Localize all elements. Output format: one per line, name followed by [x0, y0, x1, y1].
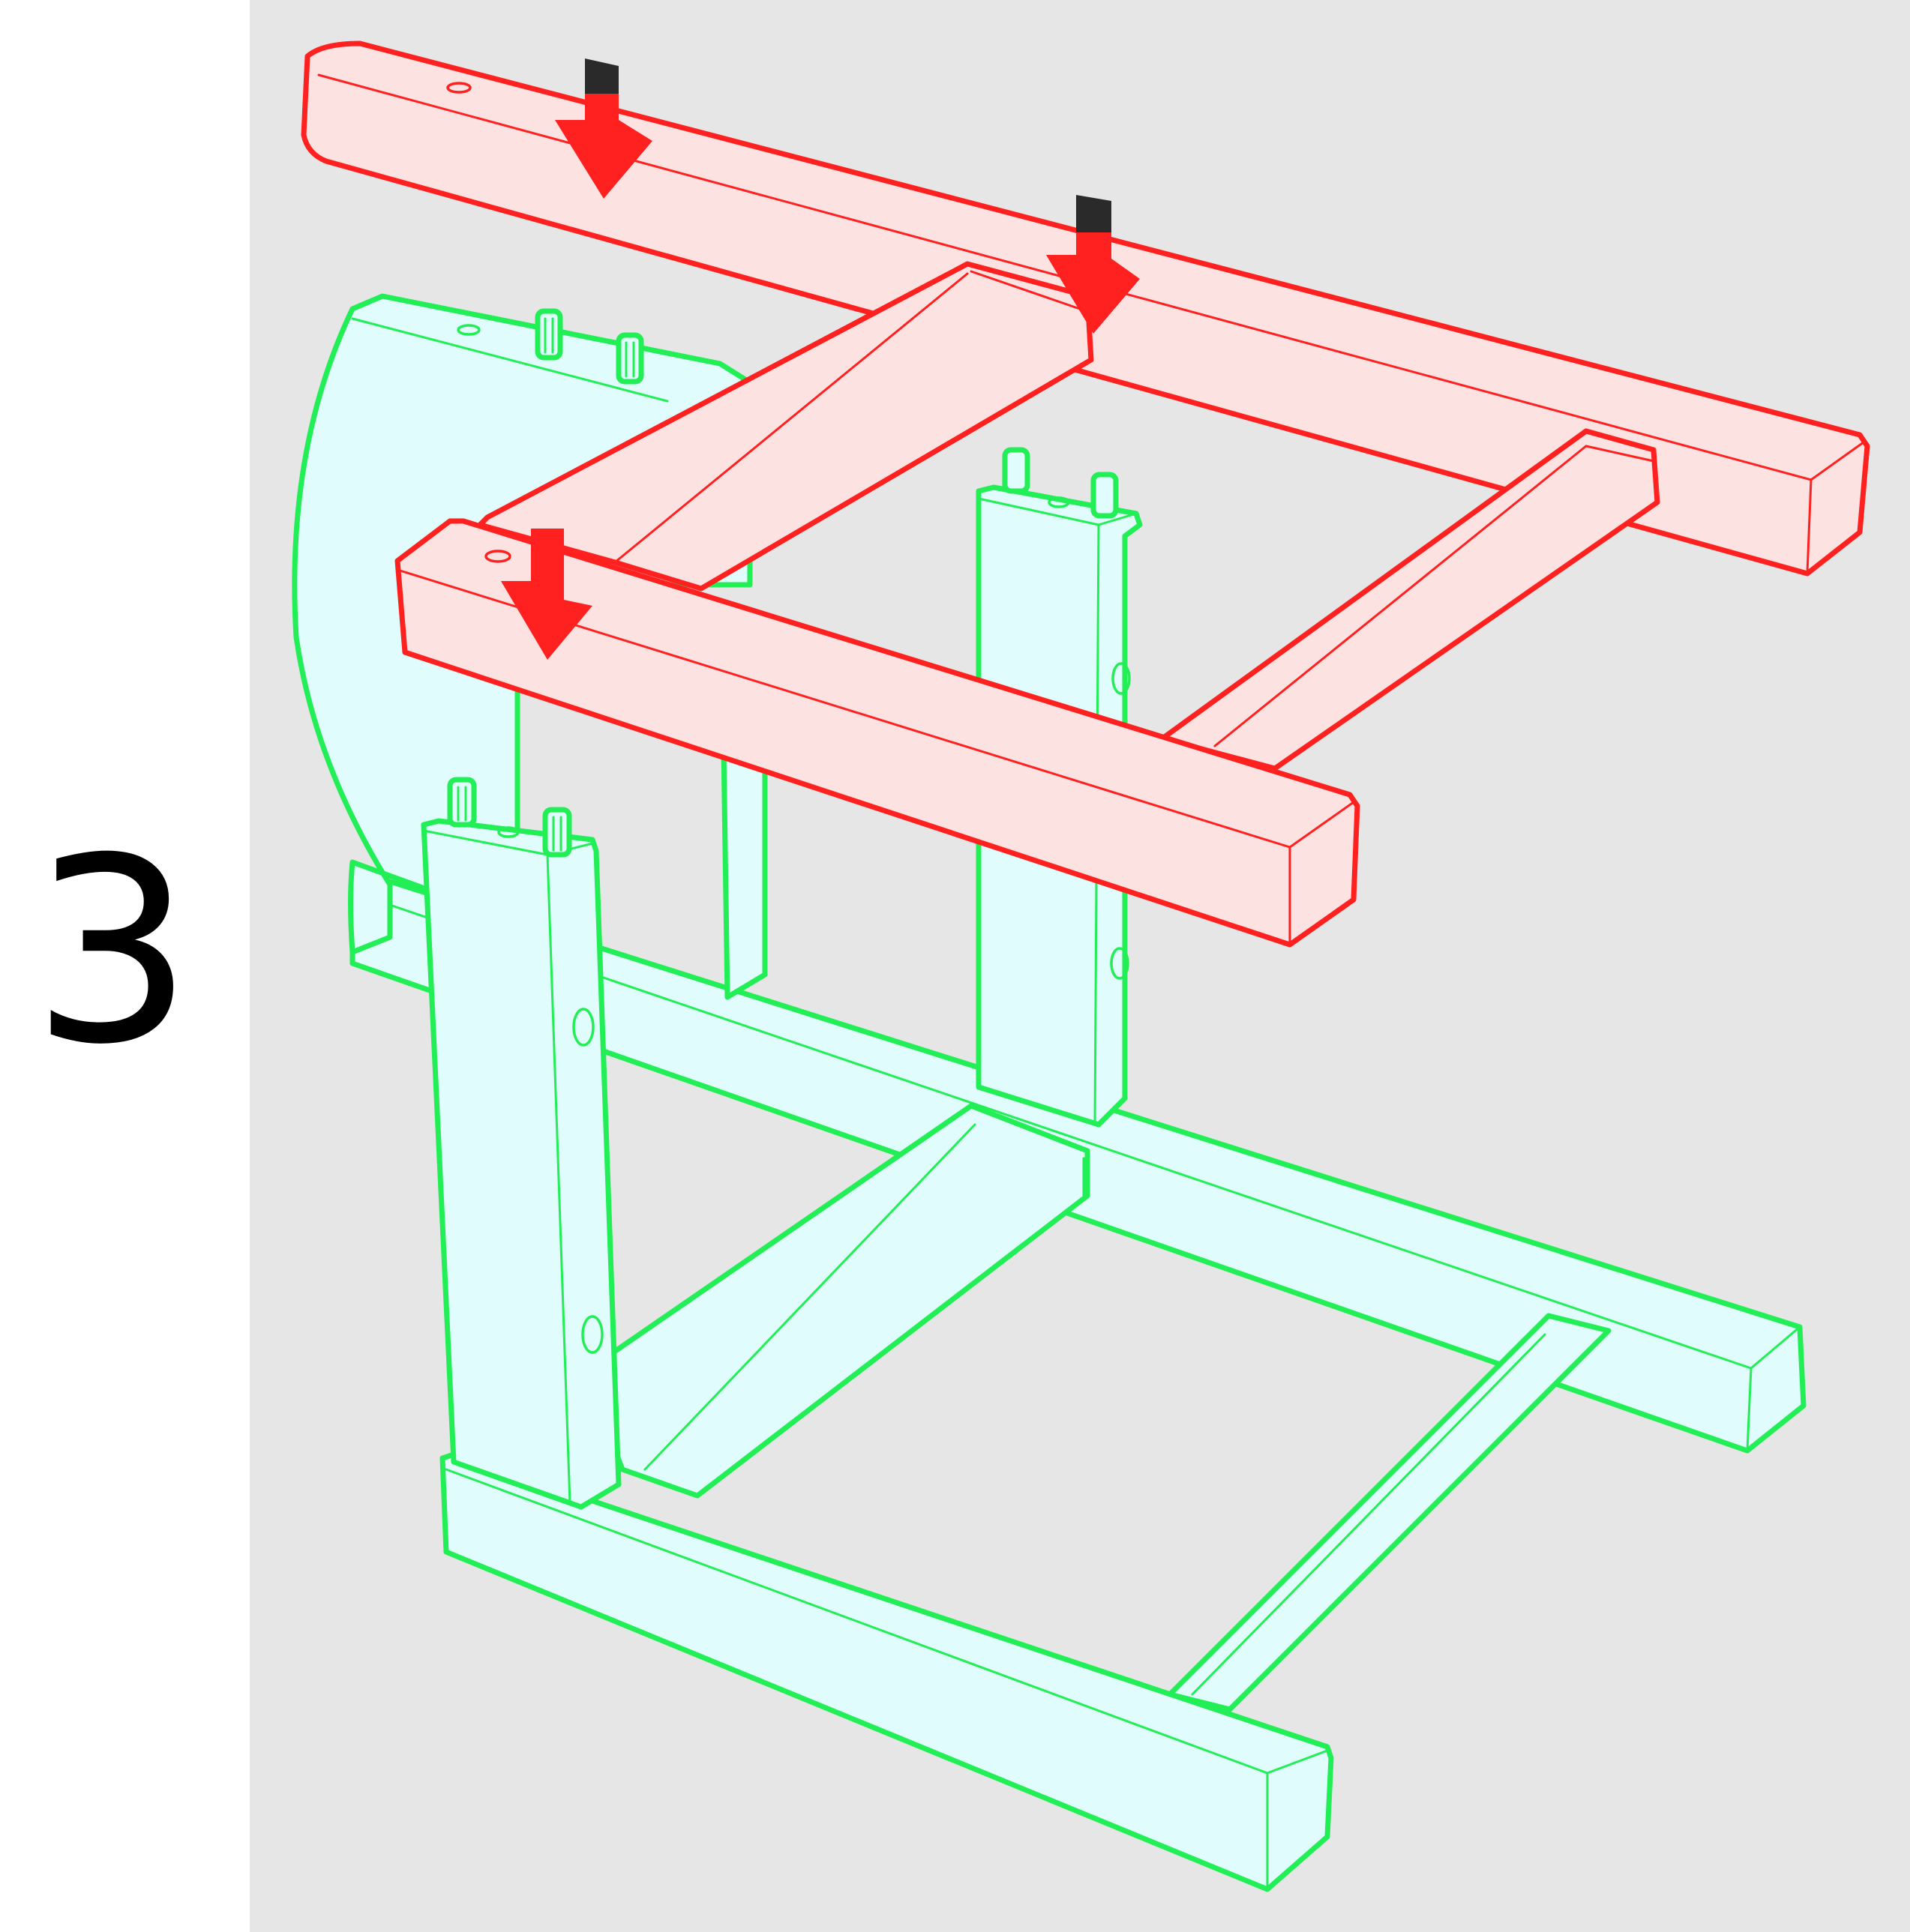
front-bottom-rail — [439, 1451, 1334, 1892]
down-arrow-icon — [501, 529, 592, 660]
down-arrow-icon — [555, 58, 652, 199]
dowel-icon — [1002, 447, 1030, 494]
front-left-post — [421, 777, 622, 1510]
down-arrow-icon — [1046, 195, 1140, 334]
dowel-icon — [1090, 472, 1119, 519]
left-crossbar — [582, 1103, 1090, 1499]
seat-back-crossbar — [1159, 428, 1660, 771]
dowel-icon — [542, 807, 572, 858]
back-crossbar — [1167, 1313, 1612, 1712]
back-left-post — [721, 747, 768, 1000]
seat-frame — [301, 40, 1870, 948]
step-number: 3 — [31, 804, 194, 1101]
step-panel: 3 — [0, 0, 250, 1932]
dowel-icon — [616, 332, 644, 385]
dowel-icon — [535, 308, 563, 361]
dowel-icon — [447, 777, 477, 828]
